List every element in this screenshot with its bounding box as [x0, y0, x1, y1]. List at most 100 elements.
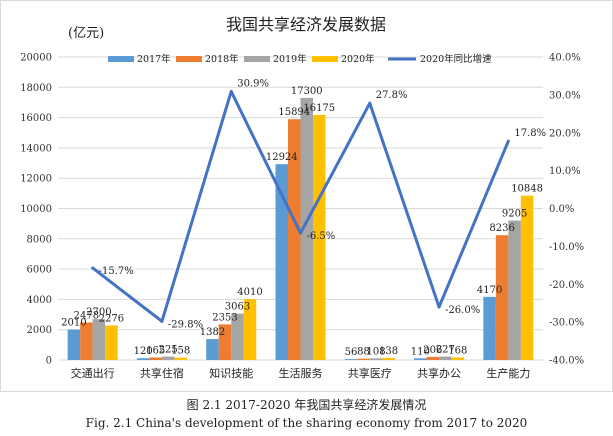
bar-data-label: 165: [146, 346, 165, 357]
bar-2018年: [426, 356, 440, 360]
bar-2019年: [300, 97, 313, 360]
line-data-label: 17.8%: [514, 128, 546, 139]
y2-tick-label: 30.0%: [549, 90, 581, 101]
y2-tick-label: -20.0%: [549, 280, 584, 291]
bar-data-label: 110: [411, 346, 430, 357]
bar-data-label: 2353: [212, 312, 237, 323]
line-data-label: -26.0%: [445, 305, 480, 316]
legend-label: 2019年: [273, 53, 307, 65]
bar-data-label: 4170: [477, 285, 502, 296]
chart: 我国共享经济发展数据(亿元)02000400060008000100001200…: [20, 15, 584, 380]
bar-data-label: 88: [357, 347, 370, 358]
x-tick-label: 共享住宿: [140, 366, 184, 380]
bar-data-label: 168: [448, 345, 467, 356]
y2-tick-label: 10.0%: [549, 166, 581, 177]
bar-data-label: 2276: [99, 314, 124, 325]
y-axis-label: (亿元): [68, 26, 104, 41]
line-data-label: -15.7%: [99, 266, 134, 277]
bar-2019年: [369, 358, 383, 360]
bar-2020年: [382, 357, 395, 360]
x-tick-label: 共享医疗: [348, 366, 392, 380]
bar-data-label: 15894: [278, 107, 310, 118]
bar-data-label: 2478: [74, 310, 99, 321]
bar-2019年: [92, 319, 106, 360]
bar-data-label: 56: [345, 347, 358, 358]
bar-data-label: 16175: [303, 103, 335, 114]
y2-tick-label: 20.0%: [549, 128, 581, 139]
y2-tick-label: -40.0%: [549, 356, 584, 367]
bar-data-label: 8236: [489, 223, 514, 234]
line-point: [229, 89, 233, 93]
y-tick-label: 2000: [27, 325, 52, 336]
bar-data-label: 2700: [86, 307, 111, 318]
line-data-label: 27.8%: [376, 90, 408, 101]
x-tick-label: 知识技能: [209, 366, 253, 380]
bar-data-label: 17300: [291, 86, 323, 97]
bar-2019年: [231, 313, 244, 360]
y-tick-label: 12000: [20, 174, 52, 185]
legend-label: 2018年: [205, 53, 239, 65]
bar-data-label: 158: [171, 346, 190, 357]
y-tick-label: 6000: [27, 265, 52, 276]
bar-2020年: [243, 299, 257, 360]
legend-swatch: [108, 56, 134, 62]
figure-caption-cn: 图 2.1 2017-2020 年我国共享经济发展情况: [186, 398, 427, 412]
y2-tick-label: -10.0%: [549, 242, 584, 253]
bar-2018年: [80, 322, 93, 360]
bar-2018年: [149, 357, 162, 360]
bar-2017年: [483, 296, 496, 360]
y-tick-label: 16000: [20, 113, 52, 124]
bar-2019年: [508, 220, 521, 360]
line-point: [368, 101, 372, 105]
bar-data-label: 120: [134, 346, 153, 357]
legend-swatch: [312, 56, 338, 62]
y-tick-label: 10000: [20, 204, 52, 215]
bar-data-label: 12924: [266, 152, 298, 163]
bar-2017年: [67, 329, 81, 360]
bar-2017年: [275, 164, 288, 360]
bar-data-label: 3063: [225, 302, 250, 313]
line-point: [299, 231, 302, 235]
y-tick-label: 20000: [20, 53, 52, 64]
bar-2020年: [313, 114, 326, 360]
bar-2018年: [357, 358, 370, 360]
bar-2019年: [161, 356, 175, 360]
bar-data-label: 10848: [511, 184, 543, 195]
bar-2020年: [451, 357, 465, 360]
y2-tick-label: 40.0%: [549, 53, 581, 64]
bar-data-label: 4010: [237, 287, 262, 298]
legend-swatch: [176, 56, 202, 62]
line-data-label: -6.5%: [307, 231, 336, 242]
bar-data-label: 9205: [502, 209, 527, 220]
x-tick-label: 生产能力: [486, 366, 530, 380]
bar-data-label: 225: [159, 345, 178, 356]
line-point: [160, 319, 164, 323]
line-point: [437, 305, 441, 309]
bar-2017年: [344, 359, 358, 360]
y-tick-label: 4000: [27, 295, 52, 306]
line-point: [506, 139, 510, 143]
bar-2020年: [174, 357, 187, 360]
line-point: [91, 266, 95, 270]
y-tick-label: 14000: [20, 143, 52, 154]
x-tick-label: 交通出行: [71, 366, 115, 380]
bar-2020年: [520, 195, 534, 360]
bar-2017年: [206, 339, 219, 360]
bar-data-label: 227: [436, 345, 455, 356]
x-tick-label: 共享办公: [417, 366, 461, 380]
bar-2018年: [218, 324, 232, 360]
bar-2020年: [105, 325, 118, 360]
chart-title: 我国共享经济发展数据: [226, 15, 386, 34]
y-tick-label: 18000: [20, 83, 52, 94]
x-tick-label: 生活服务: [279, 366, 323, 380]
legend-swatch: [244, 56, 270, 62]
bar-data-label: 138: [379, 346, 398, 357]
figure-caption-en: Fig. 2.1 China's development of the shar…: [85, 416, 528, 430]
bar-2018年: [288, 119, 301, 360]
bar-2019年: [439, 356, 452, 360]
bar-data-label: 1382: [200, 327, 225, 338]
line-data-label: 30.9%: [237, 78, 269, 89]
bar-2018年: [495, 235, 509, 360]
legend-label: 2020年: [341, 53, 375, 65]
y2-tick-label: 0.0%: [549, 204, 574, 215]
